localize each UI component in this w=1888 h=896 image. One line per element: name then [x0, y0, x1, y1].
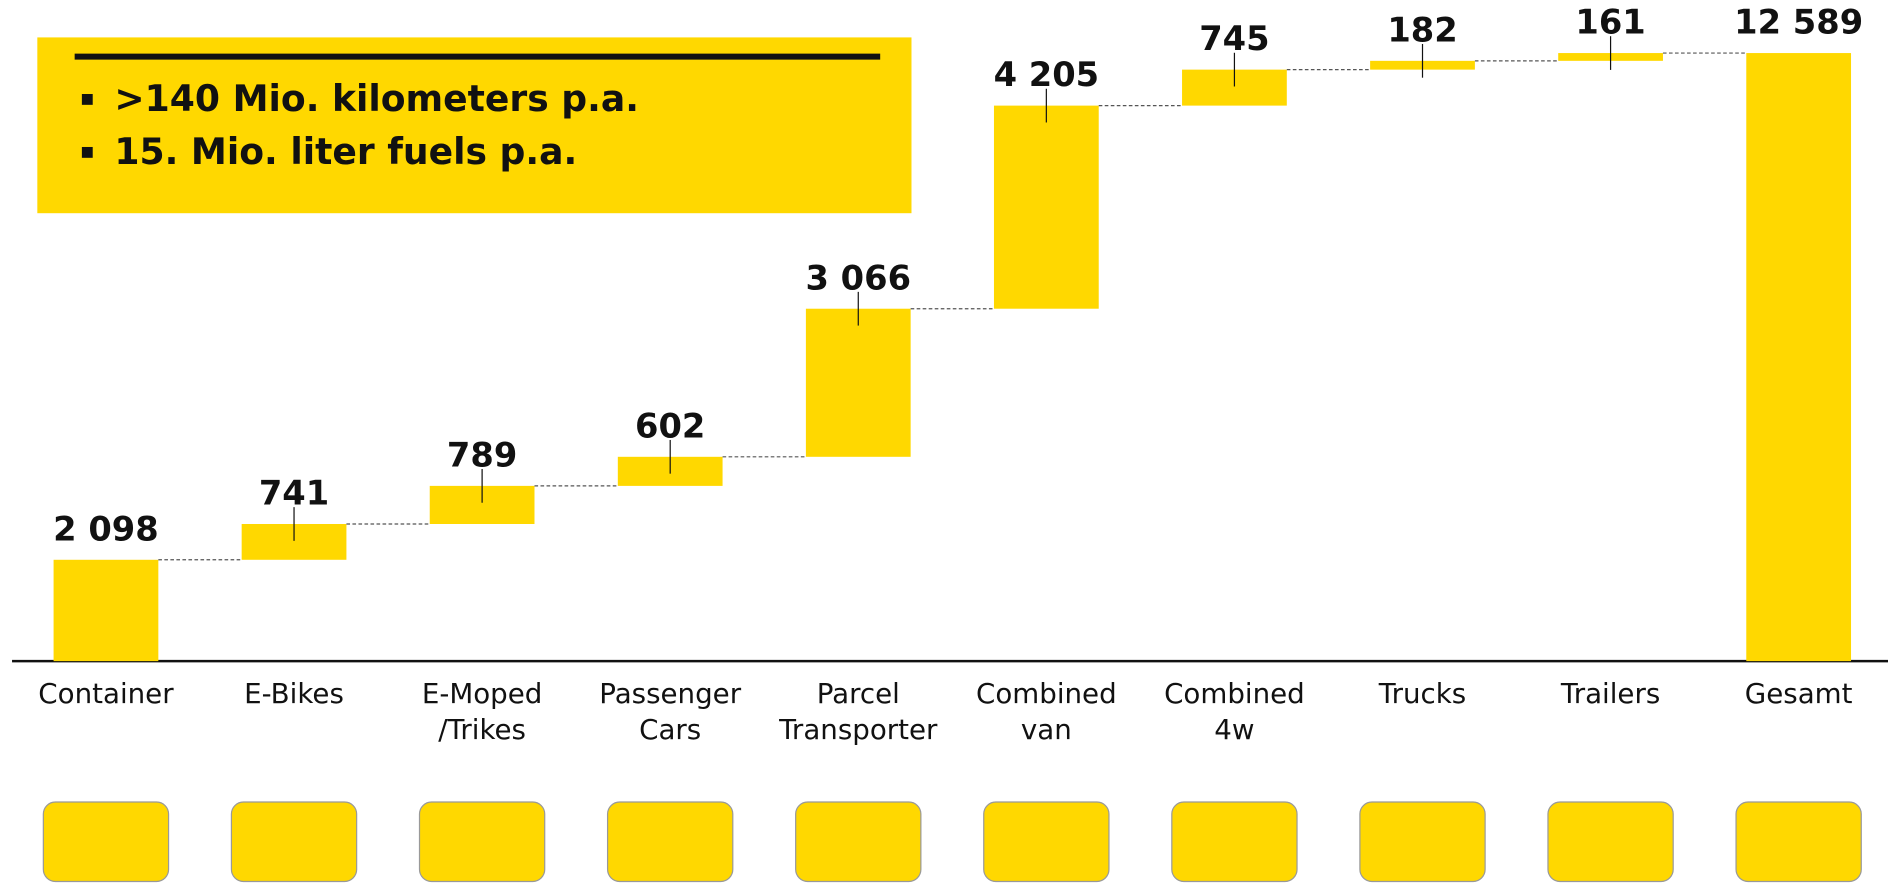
x-tick-label: Gesamt [1745, 677, 1853, 710]
value-label: 4 205 [994, 55, 1100, 94]
vehicle-photo [420, 802, 545, 881]
vehicle-photo [1548, 802, 1673, 881]
value-label: 741 [259, 474, 329, 513]
vehicle-photo [1736, 802, 1861, 881]
value-label: 182 [1387, 10, 1457, 49]
x-tick-label: Transporter [778, 713, 938, 746]
vehicle-photo [796, 802, 921, 881]
vehicle-photo [1360, 802, 1485, 881]
x-tick-label: Container [38, 677, 174, 710]
x-tick-label: Cars [639, 713, 701, 746]
value-label: 745 [1199, 19, 1269, 58]
vehicle-photo [608, 802, 733, 881]
vehicle-photo [43, 802, 168, 881]
vehicle-photo [1172, 802, 1297, 881]
x-tick-label: Trailers [1560, 677, 1660, 710]
x-tick-label: van [1021, 713, 1072, 746]
x-tick-label: E-Bikes [244, 677, 344, 710]
x-tick-label: Trucks [1378, 677, 1466, 710]
x-tick-label: E-Moped [422, 677, 543, 710]
bullet [82, 94, 93, 105]
x-tick-label: 4w [1214, 713, 1254, 746]
callout-box [37, 37, 911, 213]
value-label: 3 066 [805, 258, 911, 297]
callout-text: >140 Mio. kilometers p.a. [114, 77, 639, 120]
bullet [82, 147, 93, 158]
value-label: 2 098 [53, 509, 159, 548]
bar [54, 560, 159, 661]
x-tick-label: Combined [1164, 677, 1305, 710]
bar [806, 309, 911, 457]
value-label: 12 589 [1734, 3, 1863, 42]
value-label: 789 [447, 435, 517, 474]
bar [994, 106, 1099, 309]
callout-text: 15. Mio. liter fuels p.a. [114, 130, 577, 173]
x-tick-label: Parcel [817, 677, 900, 710]
vehicle-photo [231, 802, 356, 881]
x-tick-label: Combined [976, 677, 1117, 710]
x-tick-label: Passenger [599, 677, 741, 710]
x-tick-label: /Trikes [438, 713, 526, 746]
value-label: 602 [635, 406, 705, 445]
value-label: 161 [1575, 3, 1645, 42]
chart: >140 Mio. kilometers p.a. 15. Mio. liter… [0, 0, 1888, 896]
vehicle-photo [984, 802, 1109, 881]
bar [1746, 53, 1851, 661]
